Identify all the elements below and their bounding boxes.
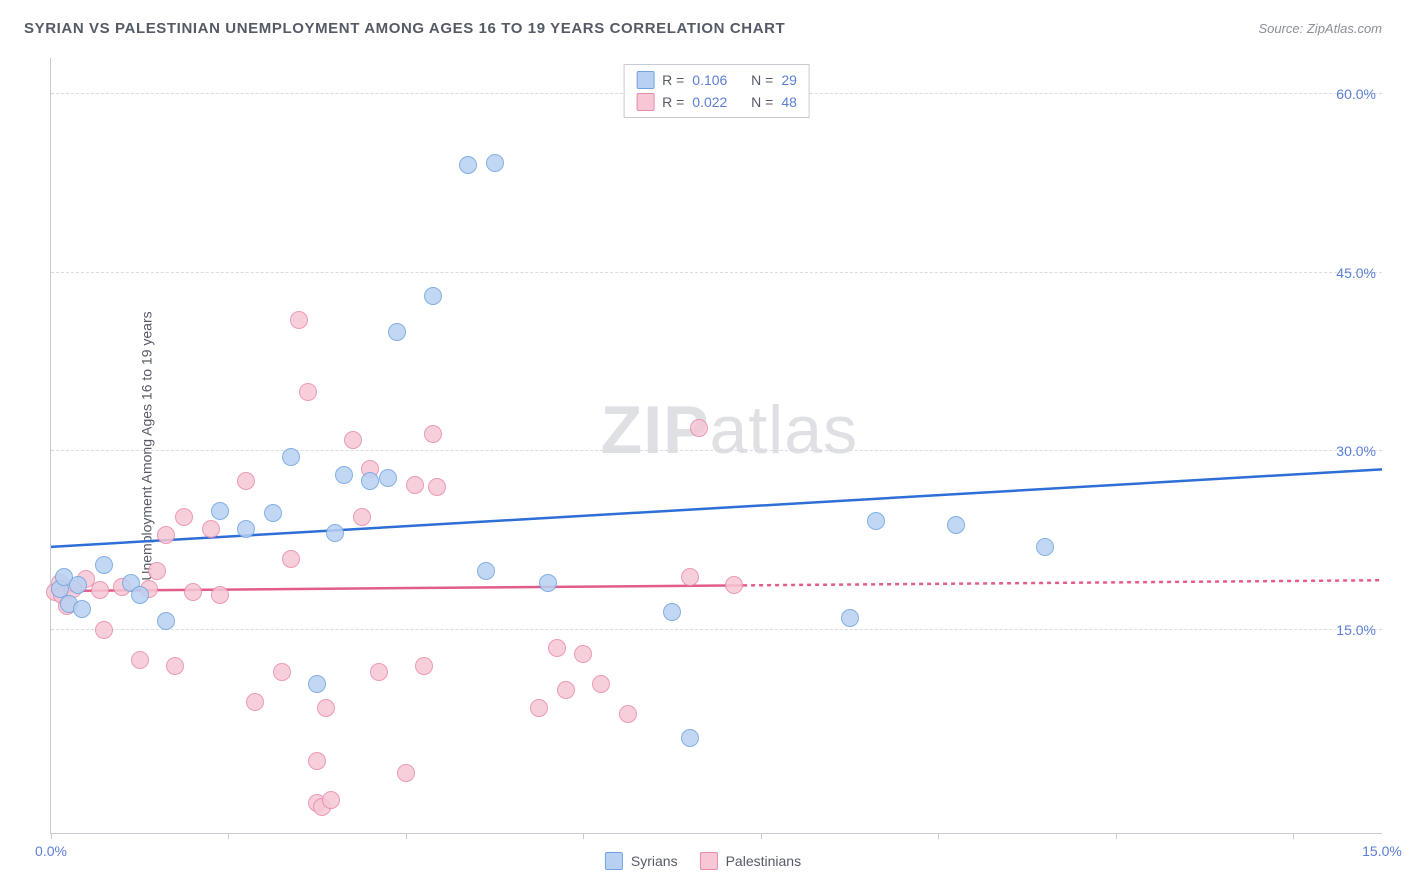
scatter-point — [317, 699, 335, 717]
legend-row: R = 0.106 N = 29 — [636, 71, 797, 89]
legend-series: Syrians Palestinians — [605, 852, 801, 870]
scatter-point — [157, 612, 175, 630]
scatter-point — [211, 586, 229, 604]
scatter-point — [477, 562, 495, 580]
x-tick — [406, 833, 407, 839]
scatter-point — [308, 675, 326, 693]
scatter-point — [95, 621, 113, 639]
scatter-point — [69, 576, 87, 594]
scatter-point — [353, 508, 371, 526]
scatter-point — [841, 609, 859, 627]
legend-correlation: R = 0.106 N = 29 R = 0.022 N = 48 — [623, 64, 810, 118]
scatter-point — [361, 472, 379, 490]
x-tick — [761, 833, 762, 839]
trend-line — [743, 580, 1382, 585]
scatter-point — [663, 603, 681, 621]
scatter-point — [867, 512, 885, 530]
x-tick — [1293, 833, 1294, 839]
scatter-point — [73, 600, 91, 618]
scatter-point — [308, 752, 326, 770]
legend-row: R = 0.022 N = 48 — [636, 93, 797, 111]
x-tick — [938, 833, 939, 839]
scatter-point — [681, 568, 699, 586]
scatter-point — [424, 425, 442, 443]
scatter-point — [486, 154, 504, 172]
legend-swatch — [605, 852, 623, 870]
scatter-point — [282, 448, 300, 466]
scatter-point — [237, 472, 255, 490]
scatter-point — [539, 574, 557, 592]
scatter-point — [290, 311, 308, 329]
scatter-point — [388, 323, 406, 341]
scatter-point — [725, 576, 743, 594]
y-tick-label: 30.0% — [1336, 443, 1376, 459]
scatter-point — [379, 469, 397, 487]
scatter-point — [95, 556, 113, 574]
scatter-point — [681, 729, 699, 747]
legend-swatch — [700, 852, 718, 870]
gridline — [51, 629, 1382, 630]
scatter-point — [619, 705, 637, 723]
scatter-point — [459, 156, 477, 174]
scatter-point — [947, 516, 965, 534]
trend-lines — [51, 58, 1382, 833]
x-tick — [583, 833, 584, 839]
scatter-point — [322, 791, 340, 809]
scatter-point — [148, 562, 166, 580]
plot-area: ZIPatlas R = 0.106 N = 29R = 0.022 N = 4… — [50, 58, 1382, 834]
scatter-point — [282, 550, 300, 568]
scatter-point — [344, 431, 362, 449]
scatter-point — [1036, 538, 1054, 556]
scatter-point — [131, 586, 149, 604]
scatter-point — [202, 520, 220, 538]
scatter-point — [175, 508, 193, 526]
legend-swatch — [636, 71, 654, 89]
x-tick-label: 0.0% — [35, 843, 67, 859]
scatter-point — [326, 524, 344, 542]
scatter-point — [157, 526, 175, 544]
y-tick-label: 15.0% — [1336, 622, 1376, 638]
legend-swatch — [636, 93, 654, 111]
scatter-point — [166, 657, 184, 675]
scatter-point — [370, 663, 388, 681]
legend-item: Palestinians — [700, 852, 802, 870]
legend-label: Palestinians — [726, 853, 802, 869]
scatter-point — [406, 476, 424, 494]
scatter-point — [237, 520, 255, 538]
scatter-point — [415, 657, 433, 675]
scatter-point — [91, 581, 109, 599]
scatter-point — [592, 675, 610, 693]
legend-label: Syrians — [631, 853, 678, 869]
x-tick — [51, 833, 52, 839]
scatter-point — [548, 639, 566, 657]
scatter-point — [211, 502, 229, 520]
scatter-point — [246, 693, 264, 711]
x-tick — [228, 833, 229, 839]
scatter-point — [428, 478, 446, 496]
source-label: Source: ZipAtlas.com — [1258, 21, 1382, 36]
legend-item: Syrians — [605, 852, 678, 870]
scatter-point — [273, 663, 291, 681]
scatter-point — [131, 651, 149, 669]
scatter-point — [184, 583, 202, 601]
scatter-point — [424, 287, 442, 305]
scatter-point — [690, 419, 708, 437]
scatter-point — [397, 764, 415, 782]
x-tick — [1116, 833, 1117, 839]
scatter-point — [574, 645, 592, 663]
x-tick-label: 15.0% — [1362, 843, 1402, 859]
scatter-point — [264, 504, 282, 522]
scatter-point — [530, 699, 548, 717]
gridline — [51, 450, 1382, 451]
scatter-point — [335, 466, 353, 484]
y-tick-label: 45.0% — [1336, 265, 1376, 281]
scatter-point — [557, 681, 575, 699]
scatter-point — [299, 383, 317, 401]
chart-title: SYRIAN VS PALESTINIAN UNEMPLOYMENT AMONG… — [24, 20, 785, 37]
gridline — [51, 272, 1382, 273]
y-tick-label: 60.0% — [1336, 86, 1376, 102]
